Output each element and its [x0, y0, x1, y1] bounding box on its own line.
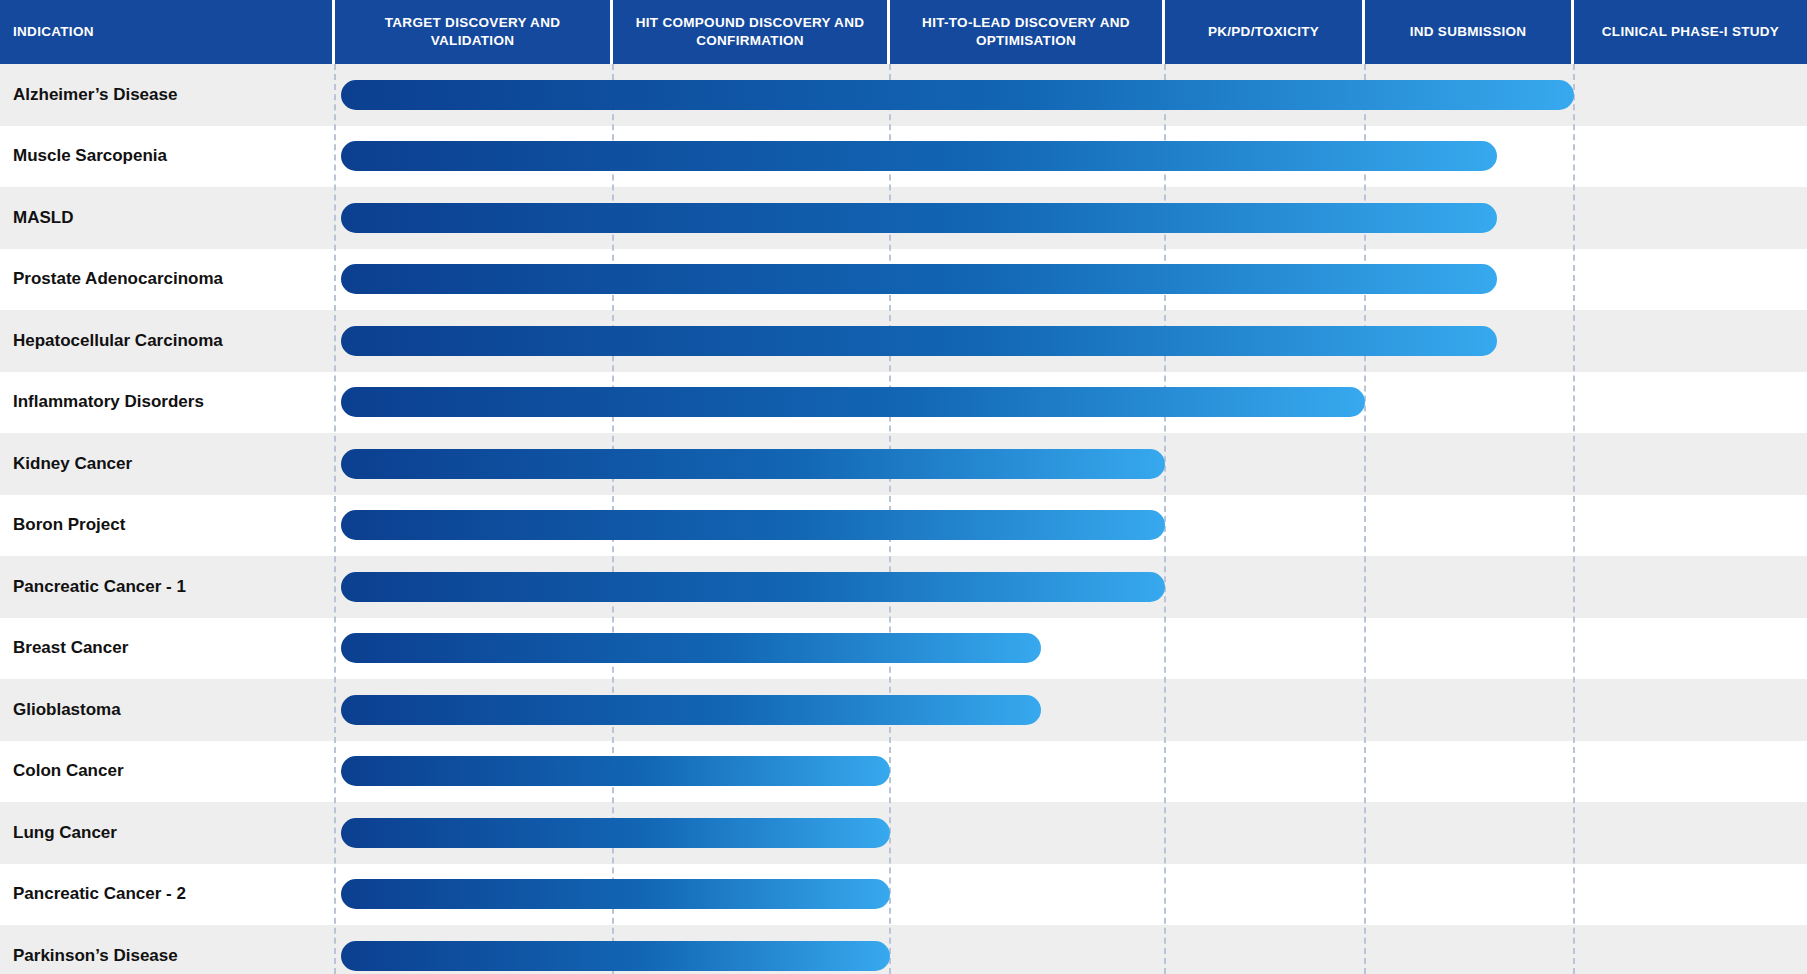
indication-label: Kidney Cancer	[13, 433, 132, 495]
progress-bar	[341, 449, 1165, 479]
progress-bar	[341, 264, 1497, 294]
progress-bar	[341, 326, 1497, 356]
column-header-target-discovery-and-validation: TARGET DISCOVERY AND VALIDATION	[335, 0, 613, 64]
indication-label: Alzheimer’s Disease	[13, 64, 177, 126]
progress-bar	[341, 510, 1165, 540]
progress-bar	[341, 80, 1574, 110]
indication-label: Prostate Adenocarcinoma	[13, 249, 223, 311]
progress-bar	[341, 756, 890, 786]
progress-bar	[341, 941, 890, 971]
phase-boundary-gridline	[1364, 64, 1366, 974]
column-header-indication: INDICATION	[0, 0, 335, 64]
indication-label: Lung Cancer	[13, 802, 117, 864]
header-row: INDICATIONTARGET DISCOVERY AND VALIDATIO…	[0, 0, 1807, 64]
indication-label: Breast Cancer	[13, 618, 128, 680]
indication-label: Parkinson’s Disease	[13, 925, 178, 974]
indication-label: Inflammatory Disorders	[13, 372, 204, 434]
indication-row-pancreatic-cancer-1: Pancreatic Cancer - 1	[0, 556, 1807, 618]
progress-bar	[341, 387, 1365, 417]
indication-label: Boron Project	[13, 495, 125, 557]
column-header-hit-to-lead-discovery-and-optimisation: HIT-TO-LEAD DISCOVERY AND OPTIMISATION	[890, 0, 1165, 64]
indication-row-lung-cancer: Lung Cancer	[0, 802, 1807, 864]
indication-row-glioblastoma: Glioblastoma	[0, 679, 1807, 741]
indication-label: Muscle Sarcopenia	[13, 126, 167, 188]
column-header-ind-submission: IND SUBMISSION	[1365, 0, 1574, 64]
indication-label: MASLD	[13, 187, 73, 249]
phase-boundary-gridline	[1573, 64, 1575, 974]
column-header-pk-pd-toxicity: PK/PD/TOXICITY	[1165, 0, 1365, 64]
indication-label: Pancreatic Cancer - 2	[13, 864, 186, 926]
indication-label: Pancreatic Cancer - 1	[13, 556, 186, 618]
indication-row-pancreatic-cancer-2: Pancreatic Cancer - 2	[0, 864, 1807, 926]
indication-row-prostate-adenocarcinoma: Prostate Adenocarcinoma	[0, 249, 1807, 311]
column-header-hit-compound-discovery-and-confirmation: HIT COMPOUND DISCOVERY AND CONFIRMATION	[613, 0, 890, 64]
indication-row-alzheimer-s-disease: Alzheimer’s Disease	[0, 64, 1807, 126]
indication-row-boron-project: Boron Project	[0, 495, 1807, 557]
rows-area: Alzheimer’s DiseaseMuscle SarcopeniaMASL…	[0, 64, 1807, 974]
column-header-clinical-phase-i-study: CLINICAL PHASE-I STUDY	[1574, 0, 1807, 64]
progress-bar	[341, 141, 1497, 171]
indication-row-kidney-cancer: Kidney Cancer	[0, 433, 1807, 495]
progress-bar	[341, 203, 1497, 233]
progress-bar	[341, 695, 1041, 725]
indication-row-colon-cancer: Colon Cancer	[0, 741, 1807, 803]
indication-row-muscle-sarcopenia: Muscle Sarcopenia	[0, 126, 1807, 188]
indication-row-masld: MASLD	[0, 187, 1807, 249]
indication-label: Hepatocellular Carcinoma	[13, 310, 223, 372]
phase-boundary-gridline	[1164, 64, 1166, 974]
indication-row-breast-cancer: Breast Cancer	[0, 618, 1807, 680]
indication-row-parkinson-s-disease: Parkinson’s Disease	[0, 925, 1807, 974]
indication-label: Colon Cancer	[13, 741, 124, 803]
progress-bar	[341, 572, 1165, 602]
progress-bar	[341, 818, 890, 848]
phase-boundary-gridline	[334, 64, 336, 974]
indication-label: Glioblastoma	[13, 679, 121, 741]
progress-bar	[341, 633, 1041, 663]
indication-row-hepatocellular-carcinoma: Hepatocellular Carcinoma	[0, 310, 1807, 372]
pipeline-gantt-chart: INDICATIONTARGET DISCOVERY AND VALIDATIO…	[0, 0, 1807, 974]
progress-bar	[341, 879, 890, 909]
indication-row-inflammatory-disorders: Inflammatory Disorders	[0, 372, 1807, 434]
